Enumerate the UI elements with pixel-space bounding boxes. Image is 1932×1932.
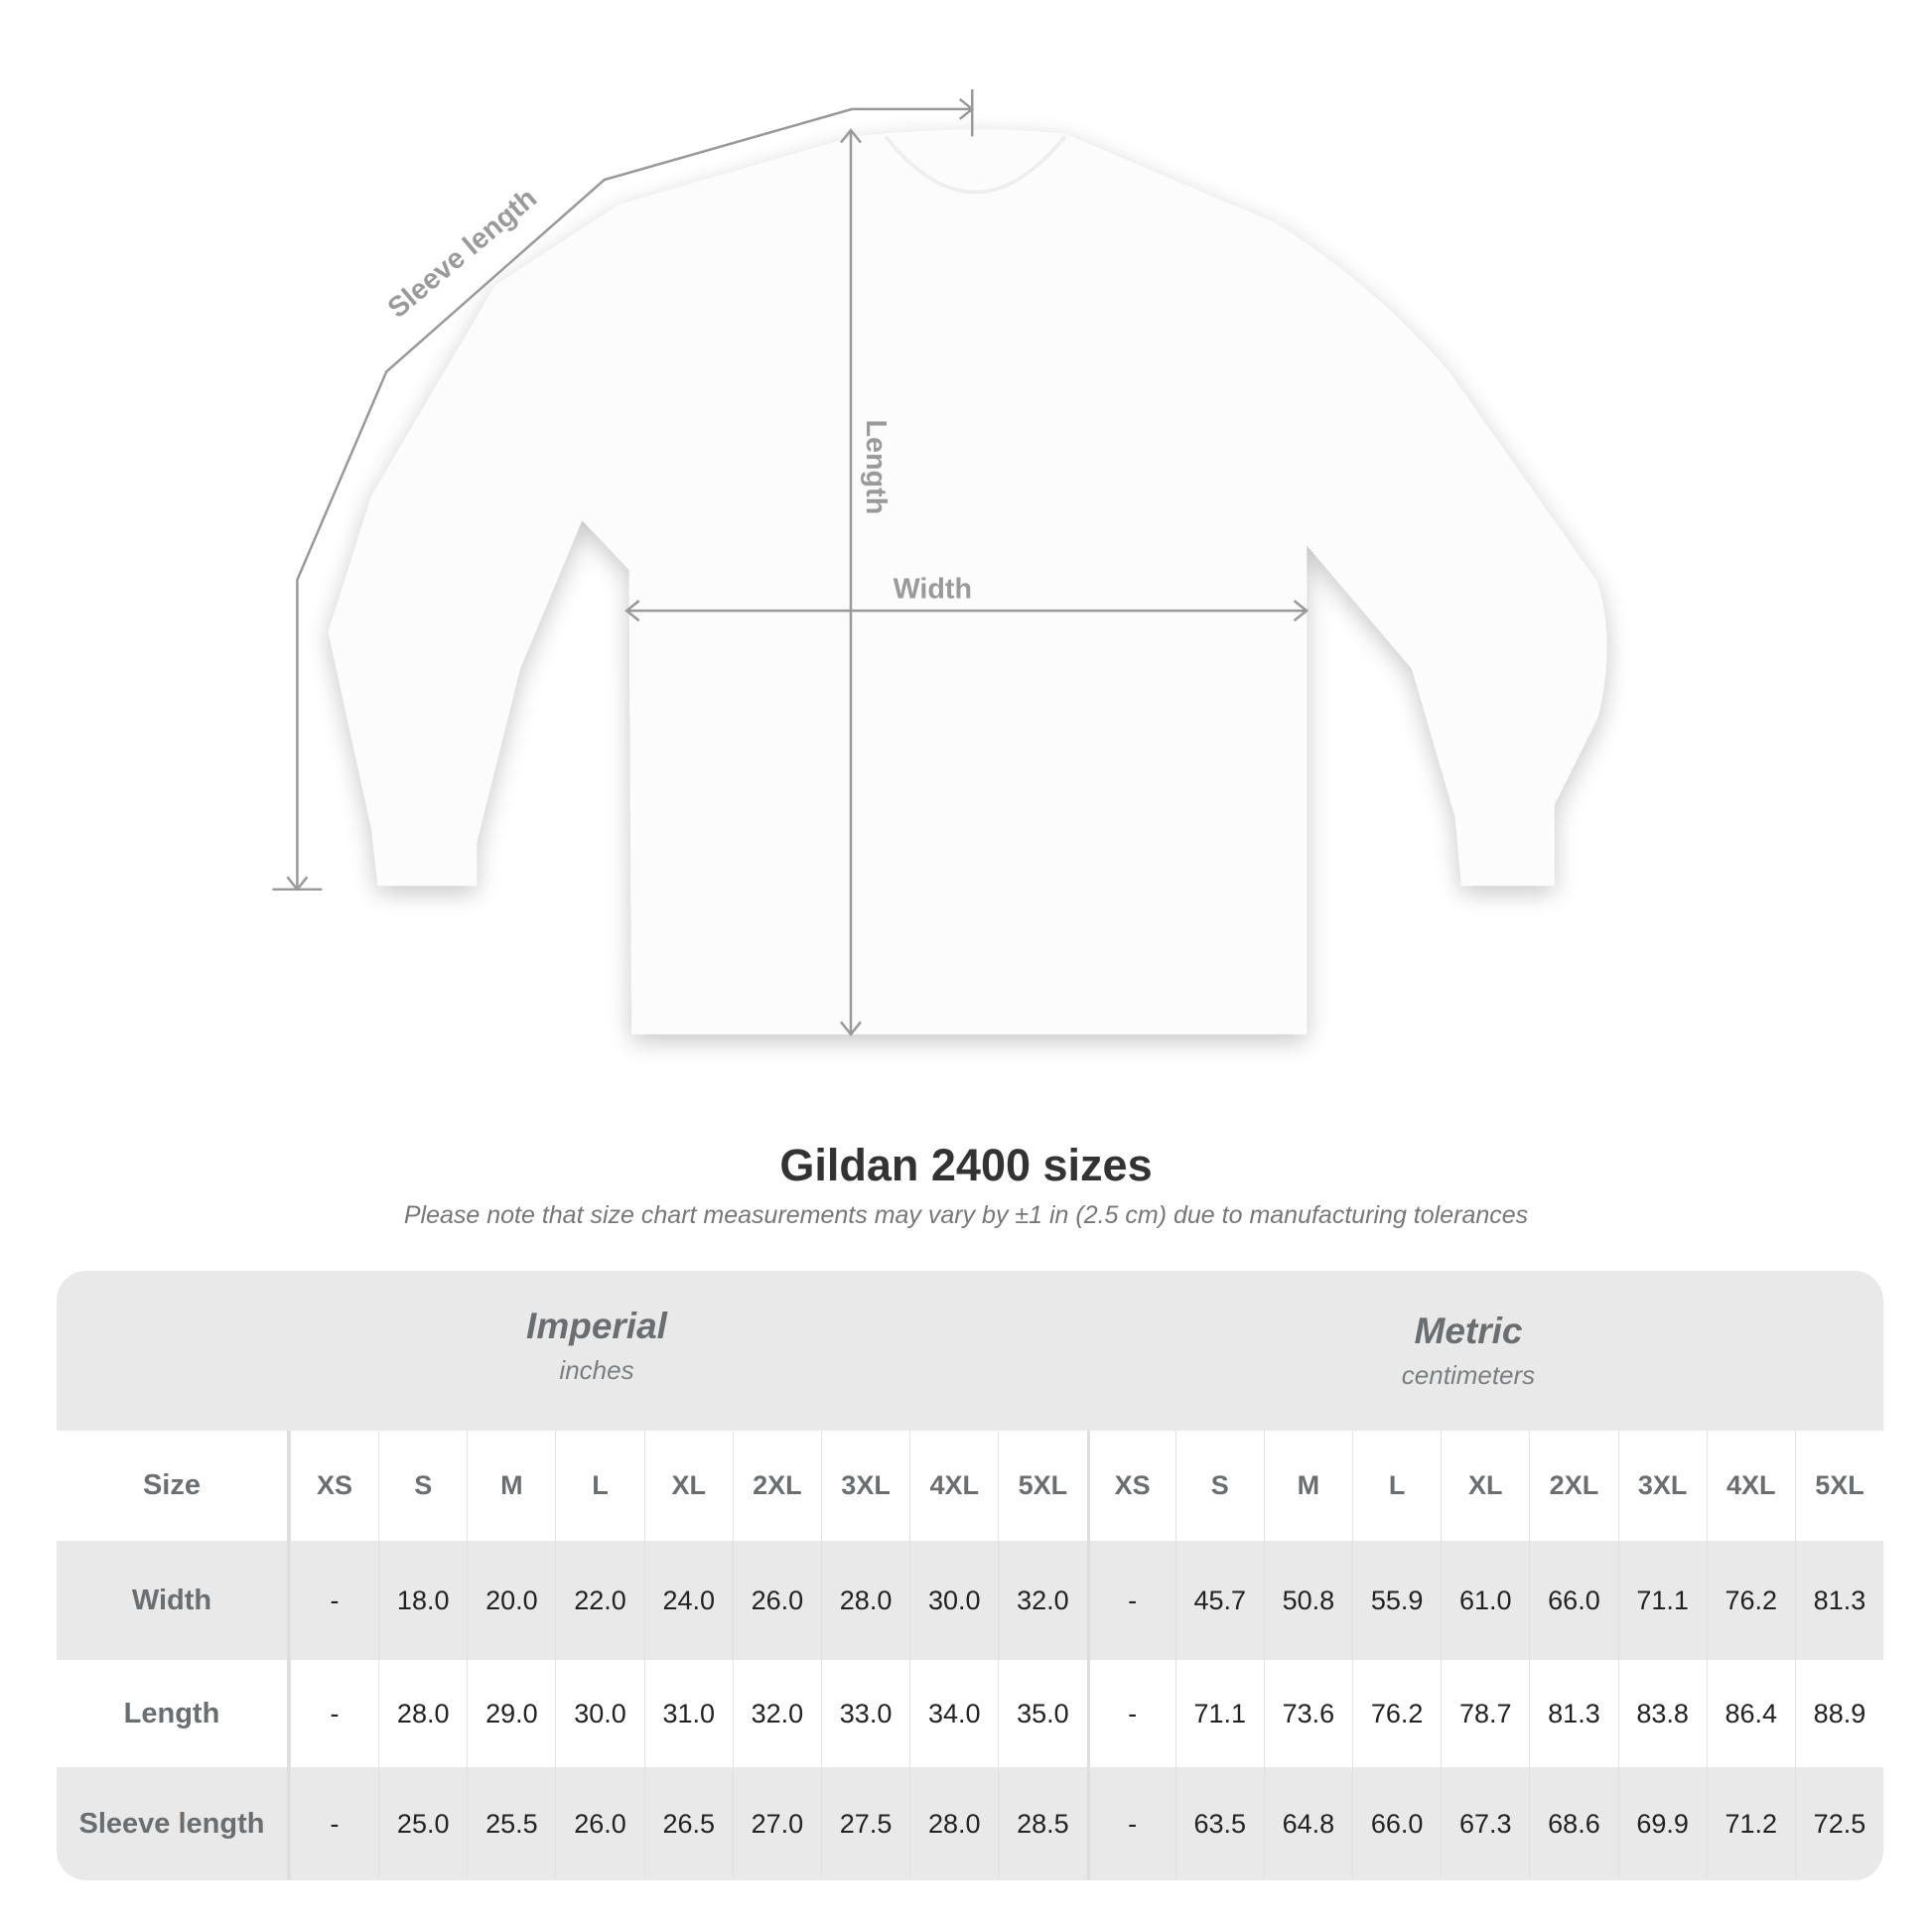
metric-value-cell: 81.3 xyxy=(1529,1660,1617,1767)
imperial-value-cell: 22.0 xyxy=(555,1541,643,1660)
imperial-value-cell: - xyxy=(289,1767,378,1880)
width-label: Width xyxy=(894,574,972,606)
metric-value-cell: 69.9 xyxy=(1617,1767,1707,1880)
imperial-unit: inches xyxy=(559,1355,634,1385)
metric-value-cell: 66.0 xyxy=(1352,1767,1441,1880)
measure-lines xyxy=(272,88,1310,1036)
imperial-value-cell: 33.0 xyxy=(820,1660,909,1767)
size-table: Imperial inches Metric centimeters Size X… xyxy=(57,1271,1883,1880)
imperial-value-cell: 26.0 xyxy=(555,1767,643,1880)
units-header xyxy=(57,1271,1883,1431)
imperial-size-4xl: 4XL xyxy=(909,1431,998,1541)
table-row-sleeve-length: Sleeve length -25.0 25.5 26.0 26.5 27.0 27.5 28… xyxy=(57,1767,1883,1880)
metric-value-cell: 71.2 xyxy=(1706,1767,1795,1880)
metric-size-5xl: 5XL xyxy=(1794,1431,1883,1541)
size-header-row: Size XS S M L XL 2XL 3XL 4XL 5XL XS S M L XL 2XL 3XL 4XL 5… xyxy=(57,1431,1883,1541)
imperial-value-cell: - xyxy=(289,1541,378,1660)
imperial-value-cell: 25.0 xyxy=(378,1767,467,1880)
imperial-size-xs: XS xyxy=(289,1431,378,1541)
table-row-width: Width -18.0 20.0 22.0 24.0 26.0 28.0 30.0 32.0-4… xyxy=(57,1541,1883,1660)
imperial-size-m: M xyxy=(467,1431,555,1541)
metric-header: Metric centimeters xyxy=(1270,1311,1667,1391)
imperial-value-cell: 20.0 xyxy=(467,1541,555,1660)
imperial-title: Imperial xyxy=(526,1306,667,1346)
imperial-value-cell: 25.5 xyxy=(467,1767,555,1880)
size-row-label: Size xyxy=(57,1431,290,1541)
metric-value-cell: 61.0 xyxy=(1441,1541,1529,1660)
imperial-value-cell: 28.5 xyxy=(998,1767,1086,1880)
imperial-value-cell: 18.0 xyxy=(378,1541,467,1660)
page-title: Gildan 2400 sizes xyxy=(779,1140,1153,1190)
metric-value-cell: - xyxy=(1086,1660,1175,1767)
metric-size-l: L xyxy=(1352,1431,1441,1541)
metric-value-cell: 66.0 xyxy=(1529,1541,1617,1660)
long-sleeve-shirt xyxy=(328,129,1607,1035)
imperial-value-cell: 29.0 xyxy=(467,1660,555,1767)
length-label: Length xyxy=(860,420,892,515)
imperial-header: Imperial inches xyxy=(398,1306,795,1386)
imperial-size-l: L xyxy=(555,1431,643,1541)
imperial-size-2xl: 2XL xyxy=(732,1431,821,1541)
metric-size-2xl: 2XL xyxy=(1529,1431,1617,1541)
metric-value-cell: 76.2 xyxy=(1352,1660,1441,1767)
imperial-value-cell: 28.0 xyxy=(909,1767,998,1880)
imperial-value-cell: 28.0 xyxy=(378,1660,467,1767)
collar xyxy=(884,135,1067,195)
metric-value-cell: 78.7 xyxy=(1441,1660,1529,1767)
metric-size-4xl: 4XL xyxy=(1706,1431,1795,1541)
imperial-value-cell: 28.0 xyxy=(820,1541,909,1660)
imperial-value-cell: 27.0 xyxy=(732,1767,821,1880)
imperial-value-cell: 32.0 xyxy=(732,1660,821,1767)
metric-value-cell: 76.2 xyxy=(1706,1541,1795,1660)
metric-value-cell: 73.6 xyxy=(1263,1660,1352,1767)
imperial-size-s: S xyxy=(378,1431,467,1541)
metric-size-s: S xyxy=(1174,1431,1264,1541)
metric-value-cell: - xyxy=(1086,1767,1175,1880)
row-label: Length xyxy=(57,1660,290,1767)
metric-size-xs: XS xyxy=(1086,1431,1175,1541)
metric-value-cell: 68.6 xyxy=(1529,1767,1617,1880)
imperial-value-cell: 24.0 xyxy=(643,1541,733,1660)
metric-value-cell: - xyxy=(1086,1541,1175,1660)
metric-title: Metric xyxy=(1414,1311,1523,1351)
metric-size-xl: XL xyxy=(1441,1431,1529,1541)
metric-value-cell: 64.8 xyxy=(1263,1767,1352,1880)
metric-value-cell: 50.8 xyxy=(1263,1541,1352,1660)
imperial-size-3xl: 3XL xyxy=(820,1431,909,1541)
imperial-value-cell: 35.0 xyxy=(998,1660,1086,1767)
imperial-size-5xl: 5XL xyxy=(998,1431,1086,1541)
metric-value-cell: 72.5 xyxy=(1794,1767,1883,1880)
imperial-value-cell: - xyxy=(289,1660,378,1767)
metric-value-cell: 86.4 xyxy=(1706,1660,1795,1767)
row-label: Sleeve length xyxy=(57,1767,290,1880)
metric-value-cell: 83.8 xyxy=(1617,1660,1707,1767)
metric-value-cell: 71.1 xyxy=(1174,1660,1264,1767)
metric-value-cell: 63.5 xyxy=(1174,1767,1264,1880)
metric-value-cell: 55.9 xyxy=(1352,1541,1441,1660)
metric-size-m: M xyxy=(1263,1431,1352,1541)
row-label: Width xyxy=(57,1541,290,1660)
metric-unit: centimeters xyxy=(1401,1360,1536,1390)
tolerance-note: Please note that size chart measurements… xyxy=(403,1201,1529,1229)
shirt-diagram: Sleeve length Length Width xyxy=(272,88,1607,1036)
imperial-value-cell: 26.5 xyxy=(643,1767,733,1880)
imperial-value-cell: 27.5 xyxy=(820,1767,909,1880)
metric-size-3xl: 3XL xyxy=(1617,1431,1707,1541)
imperial-value-cell: 32.0 xyxy=(998,1541,1086,1660)
imperial-value-cell: 30.0 xyxy=(555,1660,643,1767)
metric-value-cell: 67.3 xyxy=(1441,1767,1529,1880)
imperial-value-cell: 30.0 xyxy=(909,1541,998,1660)
imperial-size-xl: XL xyxy=(643,1431,733,1541)
metric-value-cell: 71.1 xyxy=(1617,1541,1707,1660)
sleeve-measure-line xyxy=(296,107,973,890)
metric-value-cell: 81.3 xyxy=(1794,1541,1883,1660)
imperial-value-cell: 31.0 xyxy=(643,1660,733,1767)
imperial-value-cell: 26.0 xyxy=(732,1541,821,1660)
metric-value-cell: 45.7 xyxy=(1174,1541,1264,1660)
metric-value-cell: 88.9 xyxy=(1794,1660,1883,1767)
imperial-value-cell: 34.0 xyxy=(909,1660,998,1767)
table-row-length: Length -28.0 29.0 30.0 31.0 32.0 33.0 34.0 35.0-… xyxy=(57,1660,1883,1767)
